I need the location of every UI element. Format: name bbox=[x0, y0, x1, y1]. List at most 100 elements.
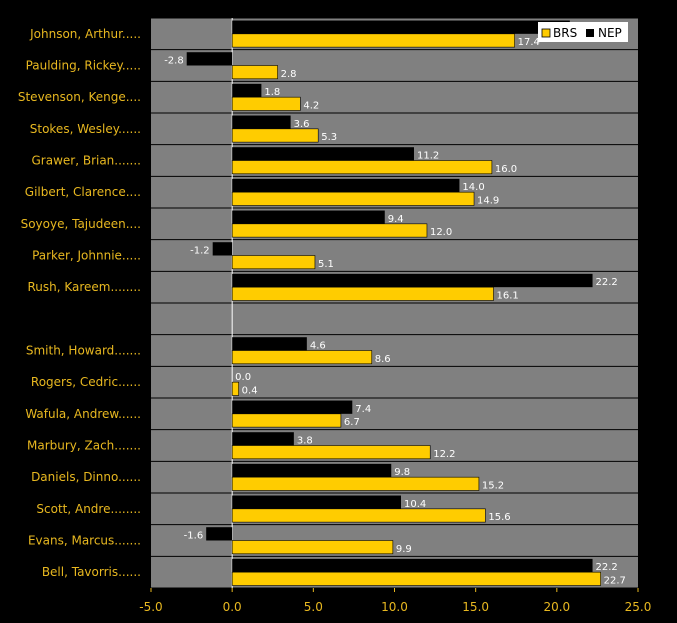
category-label: Wafula, Andrew...... bbox=[25, 407, 141, 421]
bar-nep bbox=[232, 20, 570, 34]
value-label-nep: 22.2 bbox=[596, 277, 618, 288]
x-tick-label: 5.0 bbox=[304, 600, 323, 614]
value-label-brs: 16.0 bbox=[495, 164, 517, 175]
value-label-nep: 22.2 bbox=[596, 562, 618, 573]
legend-label-brs: BRS bbox=[553, 26, 577, 40]
value-label-nep: 10.4 bbox=[404, 499, 426, 510]
value-label-brs: 0.4 bbox=[242, 385, 258, 396]
bar-brs bbox=[231, 255, 316, 270]
value-label-brs: 9.9 bbox=[396, 544, 412, 555]
value-label-nep: -2.8 bbox=[164, 56, 184, 67]
value-labels: 17.4 -2.8 2.81.8 4.2 3.6 5.3 11.2 16.0 14.0 14.9 9… bbox=[164, 37, 626, 586]
bar-nep bbox=[232, 463, 392, 478]
category-labels: Johnson, Arthur..... Paulding, Rickey....… bbox=[18, 27, 141, 579]
category-label: Gilbert, Clarence.... bbox=[25, 185, 141, 199]
bar-brs bbox=[231, 571, 601, 586]
value-label-brs: 15.2 bbox=[482, 480, 504, 491]
bar-brs bbox=[231, 445, 431, 460]
bar-nep bbox=[232, 210, 385, 224]
value-label-brs: 2.8 bbox=[281, 69, 297, 80]
bar-nep bbox=[232, 432, 294, 446]
bar-nep bbox=[186, 52, 233, 66]
value-label-nep: 9.4 bbox=[388, 214, 404, 225]
legend: BRS NEP bbox=[538, 22, 628, 42]
x-tick-label: 10.0 bbox=[381, 600, 408, 614]
value-label-nep: 1.8 bbox=[264, 87, 280, 98]
bar-brs bbox=[231, 65, 278, 80]
category-label: Paulding, Rickey..... bbox=[26, 59, 141, 73]
bar-nep bbox=[232, 178, 460, 193]
legend-background bbox=[538, 22, 628, 42]
bar-nep bbox=[206, 527, 233, 541]
bar-brs bbox=[231, 381, 239, 396]
value-label-nep: 0.0 bbox=[235, 372, 251, 383]
value-label-brs: 8.6 bbox=[375, 354, 391, 365]
bar-nep bbox=[212, 242, 233, 256]
category-label: Marbury, Zach....... bbox=[27, 439, 141, 453]
legend-label-nep: NEP bbox=[598, 26, 622, 40]
bar-brs bbox=[231, 286, 494, 301]
category-label: Parker, Johnnie..... bbox=[32, 249, 141, 263]
x-tick-label: 25.0 bbox=[625, 600, 652, 614]
legend-swatch-nep bbox=[586, 29, 594, 37]
x-tick-label: -5.0 bbox=[139, 600, 162, 614]
bar-brs bbox=[231, 128, 319, 143]
value-label-brs: 17.4 bbox=[518, 37, 540, 48]
bar-brs bbox=[231, 96, 301, 111]
category-label: Rogers, Cedric...... bbox=[31, 375, 141, 389]
x-axis-ticks: -5.0 0.0 5.0 10.0 15.0 20.0 25.0 bbox=[139, 588, 651, 614]
value-label-nep: 3.6 bbox=[294, 119, 310, 130]
category-label: Stevenson, Kenge.... bbox=[18, 90, 141, 104]
bar-brs bbox=[231, 33, 515, 48]
x-tick-label: 15.0 bbox=[462, 600, 489, 614]
bar-nep bbox=[232, 83, 262, 98]
x-tick-label: 20.0 bbox=[543, 600, 570, 614]
value-label-nep: 7.4 bbox=[355, 404, 371, 415]
bar-brs bbox=[231, 160, 493, 175]
bar-brs bbox=[231, 350, 373, 365]
x-tick-label: 0.0 bbox=[223, 600, 242, 614]
bar-brs bbox=[231, 508, 486, 523]
category-label: Smith, Howard....... bbox=[26, 344, 141, 358]
value-label-nep: -1.6 bbox=[184, 531, 204, 542]
bar-nep bbox=[232, 400, 353, 414]
bar-nep bbox=[232, 558, 593, 573]
category-label: Bell, Tavorris...... bbox=[42, 565, 141, 579]
bar-brs bbox=[231, 223, 428, 238]
value-label-brs: 12.2 bbox=[433, 449, 455, 460]
value-label-brs: 16.1 bbox=[497, 290, 519, 301]
value-label-nep: 3.8 bbox=[297, 436, 313, 447]
value-label-brs: 5.3 bbox=[321, 132, 337, 143]
bar-brs bbox=[231, 540, 394, 555]
value-label-brs: 12.0 bbox=[430, 227, 452, 238]
value-label-brs: 4.2 bbox=[303, 100, 319, 111]
category-label: Daniels, Dinno...... bbox=[31, 470, 141, 484]
bar-nep bbox=[232, 115, 291, 129]
category-label: Grawer, Brian....... bbox=[31, 154, 141, 168]
category-label: Stokes, Wesley...... bbox=[30, 122, 141, 136]
bar-nep bbox=[232, 495, 401, 509]
legend-swatch-brs bbox=[541, 28, 551, 38]
value-label-brs: 6.7 bbox=[344, 417, 360, 428]
bars bbox=[186, 20, 601, 586]
value-label-nep: 9.8 bbox=[394, 467, 410, 478]
value-label-nep: -1.2 bbox=[190, 246, 210, 257]
value-label-brs: 5.1 bbox=[318, 259, 334, 270]
value-label-brs: 22.7 bbox=[604, 575, 626, 586]
category-label: Johnson, Arthur..... bbox=[29, 27, 141, 41]
category-label: Evans, Marcus....... bbox=[28, 534, 141, 548]
value-label-brs: 14.9 bbox=[477, 195, 499, 206]
bar-nep bbox=[232, 147, 414, 161]
category-label: Scott, Andre........ bbox=[36, 502, 141, 516]
bar-nep bbox=[232, 273, 593, 288]
bar-nep bbox=[232, 337, 307, 351]
value-label-nep: 14.0 bbox=[462, 182, 484, 193]
value-label-brs: 15.6 bbox=[488, 512, 510, 523]
category-label: Soyoye, Tajudeen.... bbox=[21, 217, 141, 231]
bar-brs bbox=[231, 476, 480, 491]
category-label: Rush, Kareem........ bbox=[27, 280, 141, 294]
bar-brs bbox=[231, 413, 342, 428]
bar-brs bbox=[231, 191, 475, 206]
value-label-nep: 11.2 bbox=[417, 151, 439, 162]
